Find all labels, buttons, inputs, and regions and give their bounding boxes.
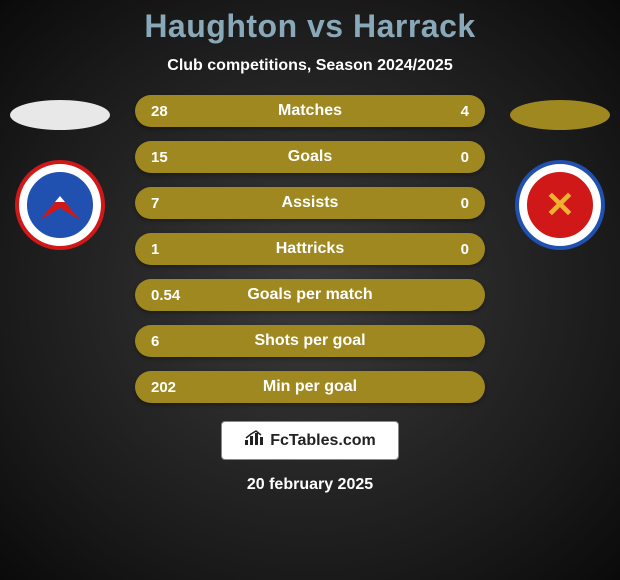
stat-row-hattricks: 1 Hattricks 0 — [135, 233, 485, 265]
chart-icon — [244, 430, 264, 451]
left-club-badge-inner — [25, 170, 95, 240]
date-text: 20 february 2025 — [247, 476, 373, 494]
stat-label: Shots per goal — [191, 332, 429, 350]
stat-row-matches: 28 Matches 4 — [135, 95, 485, 127]
stat-row-goals: 15 Goals 0 — [135, 141, 485, 173]
stat-left-value: 202 — [151, 379, 191, 396]
stat-row-spg: 6 Shots per goal — [135, 325, 485, 357]
right-club-badge — [515, 160, 605, 250]
main-area: 28 Matches 4 15 Goals 0 7 Assists 0 1 Ha… — [0, 95, 620, 403]
stat-left-value: 15 — [151, 149, 191, 166]
source-logo-text: FcTables.com — [270, 432, 376, 450]
stat-left-value: 7 — [151, 195, 191, 212]
left-club-badge — [15, 160, 105, 250]
stat-left-value: 28 — [151, 103, 191, 120]
stat-right-value: 4 — [429, 103, 469, 120]
stat-left-value: 1 — [151, 241, 191, 258]
right-ellipse — [510, 100, 610, 130]
stat-left-value: 6 — [151, 333, 191, 350]
left-column — [5, 95, 115, 250]
right-club-badge-inner — [525, 170, 595, 240]
stat-row-assists: 7 Assists 0 — [135, 187, 485, 219]
stat-row-gpm: 0.54 Goals per match — [135, 279, 485, 311]
page-title: Haughton vs Harrack — [144, 8, 475, 45]
stat-right-value: 0 — [429, 195, 469, 212]
stat-right-value: 0 — [429, 149, 469, 166]
stat-label: Min per goal — [191, 378, 429, 396]
right-column — [505, 95, 615, 250]
source-logo: FcTables.com — [221, 421, 399, 460]
stat-label: Goals — [191, 148, 429, 166]
stat-row-mpg: 202 Min per goal — [135, 371, 485, 403]
stat-right-value: 0 — [429, 241, 469, 258]
subtitle: Club competitions, Season 2024/2025 — [167, 57, 452, 75]
stats-column: 28 Matches 4 15 Goals 0 7 Assists 0 1 Ha… — [135, 95, 485, 403]
stat-label: Hattricks — [191, 240, 429, 258]
stat-label: Assists — [191, 194, 429, 212]
stat-label: Matches — [191, 102, 429, 120]
stat-left-value: 0.54 — [151, 287, 191, 304]
stat-label: Goals per match — [191, 286, 429, 304]
left-ellipse — [10, 100, 110, 130]
